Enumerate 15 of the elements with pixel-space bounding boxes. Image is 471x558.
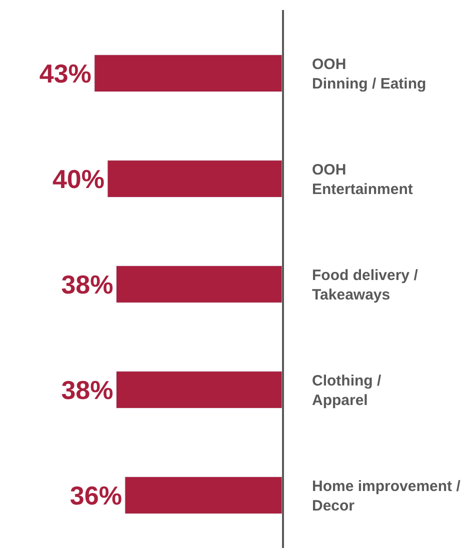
bar: [124, 476, 282, 514]
y-tick-label: OOH Dinning / Eating: [312, 56, 426, 92]
y-tick-label: OOH Entertainment: [312, 161, 413, 198]
y-tick-label: Clothing / Apparel: [312, 372, 382, 409]
bar: [116, 371, 282, 408]
bar: [107, 160, 282, 198]
data-label: 38%: [61, 269, 114, 300]
data-label: 38%: [61, 374, 114, 405]
y-tick-label: Food delivery / Takeaways: [312, 266, 419, 304]
bar: [94, 54, 282, 92]
y-tick-label: Home improvement / Decor: [312, 478, 462, 514]
data-label: 40%: [52, 164, 104, 194]
data-label: 43%: [39, 58, 92, 88]
data-label: 36%: [70, 480, 122, 510]
bar: [116, 266, 282, 303]
